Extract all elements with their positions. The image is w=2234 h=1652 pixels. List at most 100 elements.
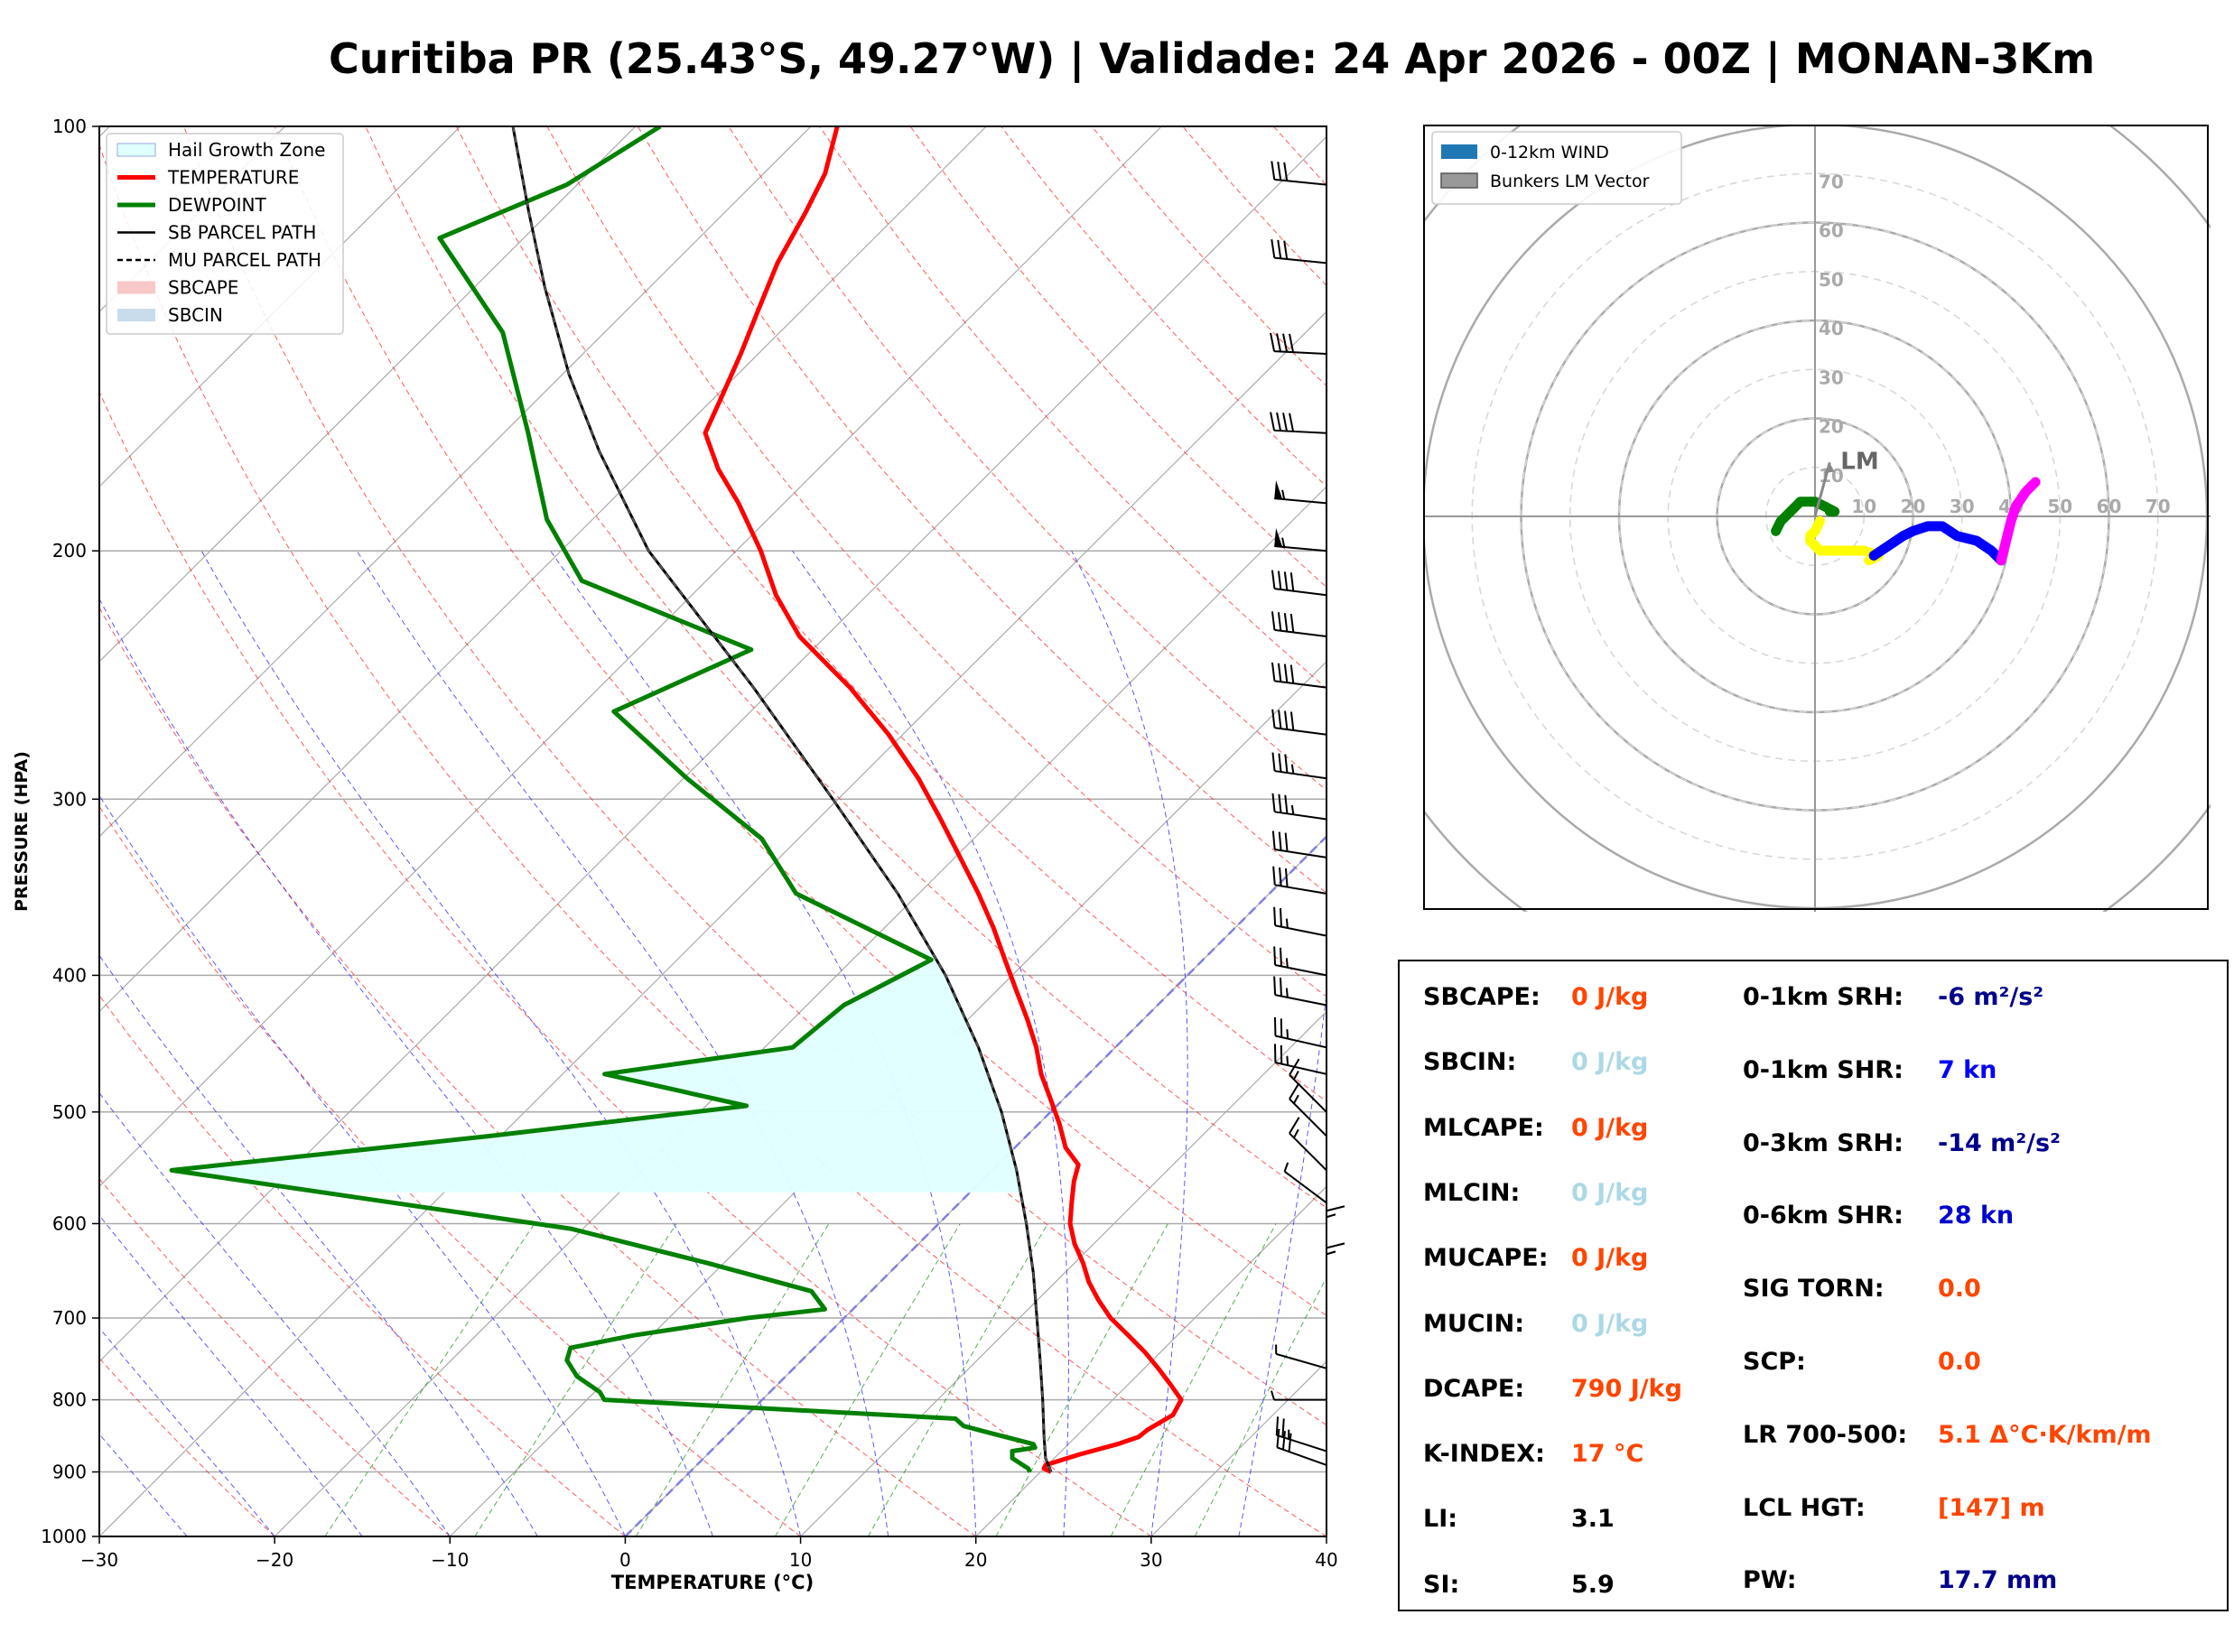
legend-swatch — [1441, 144, 1477, 159]
ring-label-y: 20 — [1819, 416, 1844, 438]
wind-barb — [1275, 1344, 1327, 1369]
ring-label-y: 30 — [1819, 367, 1844, 388]
legend-label: TEMPERATURE — [167, 167, 299, 189]
dry-adiabat — [99, 995, 626, 1536]
ring-label-y: 50 — [1819, 269, 1844, 291]
hodograph-data: LM — [1771, 448, 2041, 566]
stat-value: 790 J/kg — [1571, 1374, 1682, 1403]
x-axis-label: TEMPERATURE (°C) — [611, 1572, 814, 1593]
wind-barb — [1270, 332, 1327, 356]
legend-label: DEWPOINT — [168, 194, 266, 216]
isotherm — [975, 1185, 1326, 1536]
legend-item: Bunkers LM Vector — [1440, 172, 1650, 191]
wind-barb — [1271, 239, 1327, 265]
dry-adiabat — [546, 126, 1326, 998]
moist-adiabat — [99, 1214, 363, 1536]
wind-barb — [1289, 1117, 1327, 1172]
legend-item: TEMPERATURE — [117, 167, 299, 189]
legend-label: SBCIN — [168, 304, 223, 326]
stat-label: PW: — [1743, 1566, 1797, 1595]
mixing-ratio-line — [635, 1223, 830, 1536]
temperature-line — [703, 126, 1184, 1474]
legend-swatch — [1440, 172, 1478, 189]
stat-value: 17.7 mm — [1938, 1566, 2058, 1595]
mixing-ratio-line — [474, 1223, 677, 1536]
stat-value: 0.0 — [1938, 1348, 1981, 1376]
wind-barb — [1326, 1205, 1345, 1264]
legend-box — [1431, 131, 1682, 205]
y-tick-label: 700 — [52, 1307, 87, 1329]
wind-barb — [1274, 480, 1327, 505]
wind-barb — [1271, 570, 1327, 597]
y-tick-label: 200 — [52, 540, 87, 561]
stat-value: 3.1 — [1571, 1505, 1615, 1534]
bunkers-lm-arrowhead — [1824, 462, 1835, 474]
stat-value: 0.0 — [1938, 1275, 1981, 1304]
ring-label-x: 30 — [1950, 496, 1975, 517]
x-tick-label: 10 — [789, 1549, 812, 1571]
moist-adiabat — [99, 1091, 451, 1536]
legend-label: 0-12km WIND — [1490, 143, 1609, 162]
y-tick-label: 1000 — [41, 1526, 87, 1547]
wind-barb — [1273, 1044, 1327, 1075]
stat-label: LR 700-500: — [1743, 1420, 1908, 1449]
isotherm — [99, 126, 461, 487]
legend-label: SBCAPE — [168, 277, 238, 299]
wind-barb — [1272, 866, 1327, 895]
stat-label: 0-1km SHR: — [1743, 1055, 1904, 1084]
dry-adiabat — [99, 1358, 275, 1536]
freezing-isotherm — [624, 834, 1326, 1536]
wind-barb — [1271, 1390, 1326, 1401]
y-tick-label: 900 — [52, 1462, 87, 1483]
stat-label: K-INDEX: — [1423, 1440, 1545, 1469]
legend-item: SBCIN — [117, 304, 223, 326]
legend-item: Hail Growth Zone — [116, 139, 325, 161]
x-tick-label: 0 — [619, 1549, 631, 1571]
mixing-ratio-line — [867, 1223, 1048, 1536]
x-tick-label: 20 — [964, 1549, 987, 1571]
isotherm — [99, 126, 637, 663]
wind-barb — [1275, 1416, 1327, 1452]
stat-value: 5.1 Δ°C·K/km/m — [1938, 1420, 2152, 1449]
hodograph-trace — [1805, 515, 1884, 566]
moist-adiabat — [1071, 550, 1188, 1536]
hodograph-frame — [1423, 125, 2209, 910]
dry-adiabat — [99, 390, 1152, 1536]
wind-barb — [1271, 793, 1327, 821]
legend-label: SB PARCEL PATH — [168, 222, 316, 244]
stat-label: DCAPE: — [1423, 1374, 1525, 1403]
stat-value: 0 J/kg — [1571, 1178, 1649, 1207]
mixing-ratio-line — [774, 1223, 961, 1536]
legend-item: 0-12km WIND — [1441, 143, 1609, 162]
stat-value: 17 °C — [1571, 1440, 1644, 1469]
legend-label: Bunkers LM Vector — [1490, 172, 1650, 191]
wind-barb — [1271, 161, 1327, 186]
ring-label-x: 60 — [2097, 496, 2122, 517]
wind-barb — [1273, 976, 1327, 1007]
wind-barb — [1283, 1162, 1327, 1204]
moist-adiabat — [99, 1327, 275, 1536]
stat-label: SCP: — [1743, 1348, 1806, 1376]
dewpoint-line — [169, 126, 1038, 1473]
wind-barb — [1273, 946, 1327, 977]
stat-label: MUCIN: — [1423, 1309, 1525, 1338]
isotherm — [99, 126, 987, 1013]
stats-panel: SBCAPE: 0 J/kg SBCIN: 0 J/kg MLCAPE: 0 J/kg ML… — [1398, 960, 2229, 1611]
y-tick-label: 600 — [52, 1212, 87, 1234]
wind-barb — [1271, 709, 1327, 736]
legend-item: MU PARCEL PATH — [117, 249, 321, 271]
stat-value: 28 kn — [1938, 1202, 2015, 1230]
ring-label-y: 40 — [1819, 318, 1844, 339]
chart-title: Curitiba PR (25.43°S, 49.27°W) | Validad… — [328, 34, 2095, 83]
stat-label: MUCAPE: — [1423, 1244, 1549, 1273]
stat-value: 7 kn — [1938, 1055, 1997, 1084]
hodograph-trace — [1996, 477, 2041, 566]
stat-value: -6 m²/s² — [1938, 983, 2044, 1011]
wind-barb — [1274, 528, 1327, 552]
legend-item: DEWPOINT — [117, 194, 266, 216]
mixing-ratio-line — [995, 1223, 1168, 1536]
mixing-ratio-line — [324, 1223, 535, 1536]
moist-adiabat — [1238, 989, 1326, 1536]
stat-value: 5.9 — [1571, 1570, 1615, 1599]
